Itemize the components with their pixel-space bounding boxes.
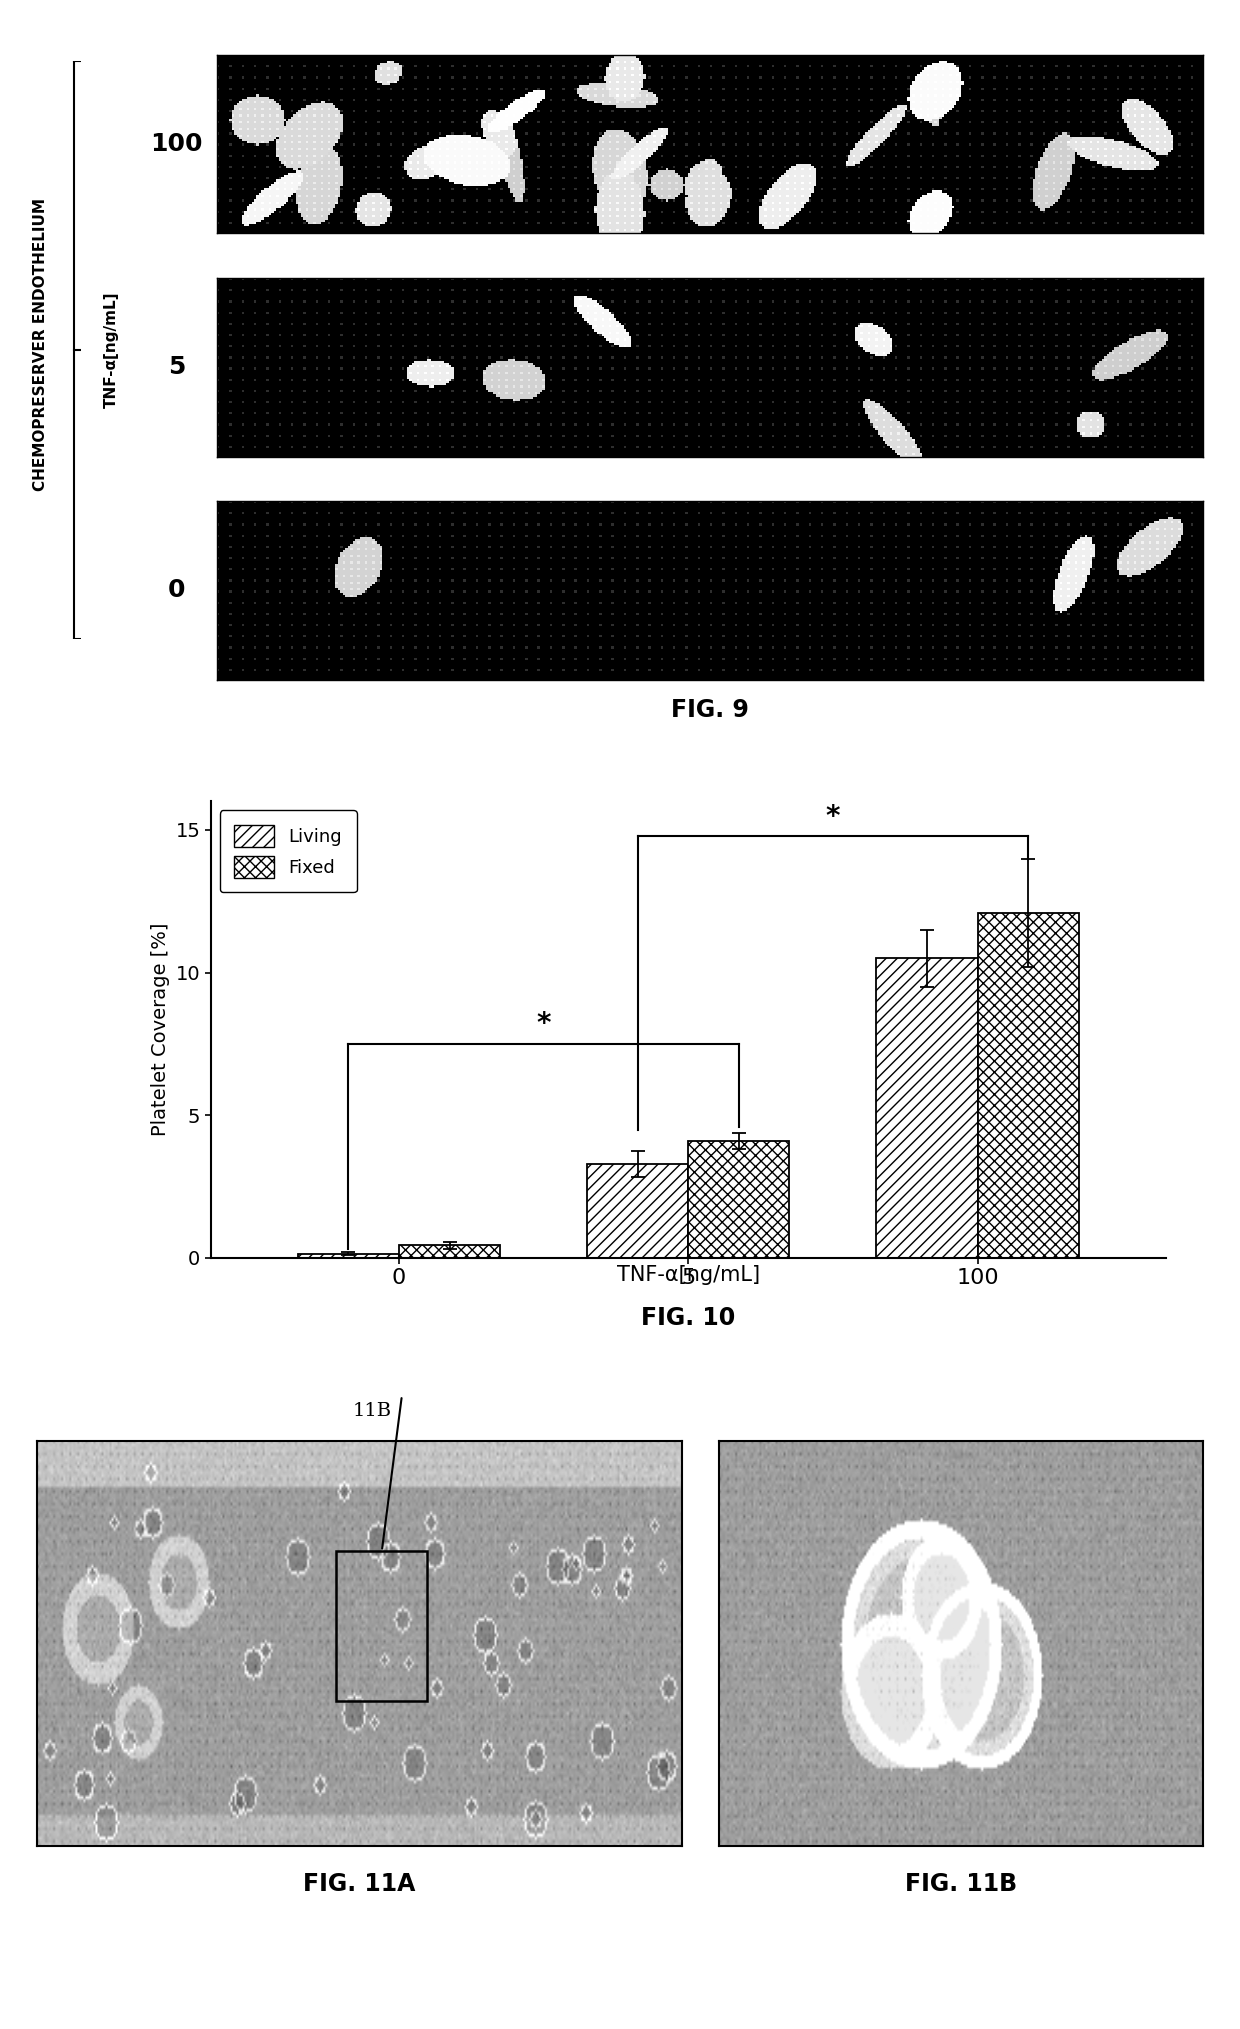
Text: FIG. 11B: FIG. 11B [905, 1873, 1017, 1895]
Y-axis label: Platelet Coverage [%]: Platelet Coverage [%] [151, 923, 170, 1136]
Bar [877, 958, 977, 1258]
Text: FIG. 9: FIG. 9 [671, 698, 749, 722]
Text: *: * [826, 803, 841, 832]
Text: *: * [536, 1010, 551, 1039]
Legend: Living, Fixed: Living, Fixed [219, 810, 357, 893]
Bar [336, 1552, 427, 1700]
Bar [977, 913, 1079, 1258]
Text: FIG. 10: FIG. 10 [641, 1307, 735, 1331]
Bar [587, 1165, 688, 1258]
Bar [688, 1140, 790, 1258]
Text: 5: 5 [167, 355, 186, 379]
Text: 11B: 11B [352, 1402, 392, 1420]
Bar [399, 1246, 500, 1258]
Text: 100: 100 [150, 132, 203, 156]
Text: TNF-α[ng/mL]: TNF-α[ng/mL] [616, 1264, 760, 1284]
Text: FIG. 11A: FIG. 11A [304, 1873, 415, 1895]
Bar [298, 1254, 399, 1258]
Text: TNF-α[ng/mL]: TNF-α[ng/mL] [104, 292, 119, 408]
Text: 0: 0 [167, 578, 186, 603]
Text: CHEMOPRESERVER ENDOTHELIUM: CHEMOPRESERVER ENDOTHELIUM [32, 199, 48, 491]
